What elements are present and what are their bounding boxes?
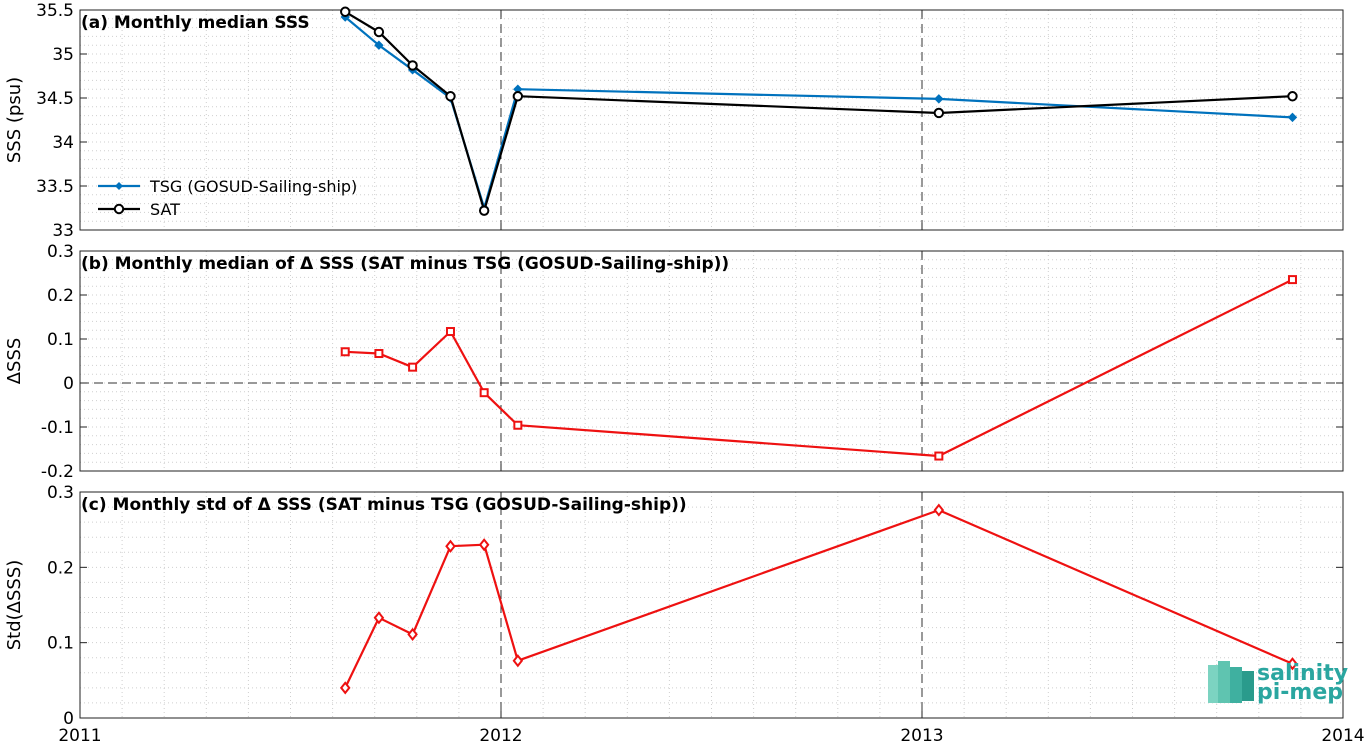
data-point <box>933 107 945 119</box>
y-tick-label: 0.1 <box>47 634 74 654</box>
legend-marker <box>115 182 123 190</box>
data-point <box>512 654 524 668</box>
x-tick-label: 2013 <box>900 726 943 745</box>
logo-wave-icon <box>1208 665 1218 703</box>
y-axis-label: Std(ΔSSS) <box>4 560 25 651</box>
legend-label: TSG (GOSUD-Sailing-ship) <box>149 177 357 196</box>
data-point <box>1287 112 1298 123</box>
series-line <box>345 278 1293 458</box>
y-tick-label: 34 <box>52 133 74 153</box>
logo-wave-icon <box>1242 671 1254 701</box>
data-point <box>478 205 490 216</box>
data-point <box>1287 275 1297 285</box>
series-line <box>344 509 1293 689</box>
y-axis-label: SSS (psu) <box>4 77 25 163</box>
legend-marker <box>113 203 125 215</box>
y-tick-label: -0.2 <box>41 462 74 482</box>
logo-text-salinity: salinity <box>1257 661 1348 686</box>
data-point <box>479 388 489 398</box>
data-point <box>933 503 945 517</box>
y-tick-label: 33.5 <box>36 177 74 197</box>
panel-title: (b) Monthly median of Δ SSS (SAT minus T… <box>81 254 729 274</box>
y-tick-label: 34.5 <box>36 89 74 109</box>
data-point <box>340 347 350 357</box>
data-point <box>934 94 944 104</box>
plot-axes-box <box>79 491 1344 719</box>
data-point <box>408 362 418 372</box>
panel-1: -0.2 -0.1 0 0.1 0.2 0.3 ΔSSS (b) Monthly median… <box>4 242 1344 482</box>
logo-wave-icon <box>1218 661 1230 703</box>
y-tick-label: 0.2 <box>47 286 74 306</box>
series-line <box>344 10 1293 212</box>
plot-background <box>80 10 1343 230</box>
x-tick-label: 2012 <box>479 726 522 745</box>
y-tick-label: 0.2 <box>47 558 74 578</box>
data-point <box>374 349 384 359</box>
data-point <box>478 538 490 552</box>
data-point <box>373 26 385 38</box>
data-point <box>445 91 456 102</box>
panel-0: 33 33.5 34 34.5 35 35.5 SSS (psu) (a) Monthly m… <box>4 1 1344 241</box>
data-point <box>374 40 384 50</box>
data-point <box>1287 91 1298 102</box>
panel-title: (a) Monthly median SSS <box>81 13 310 33</box>
y-tick-label: -0.1 <box>41 418 74 438</box>
data-point <box>407 627 418 641</box>
logo-wave-icon <box>1230 667 1242 703</box>
y-tick-label: 0.3 <box>47 483 74 503</box>
y-tick-label: 0.3 <box>47 242 74 262</box>
y-tick-label: 33 <box>52 221 74 241</box>
data-point <box>513 420 523 430</box>
data-point <box>339 681 351 695</box>
panel-2: 0 0.1 0.2 0.3 2011 2012 2013 2014 Std(ΔSSS) (c) M… <box>4 483 1365 745</box>
data-point <box>373 611 385 625</box>
data-point <box>512 91 524 102</box>
y-tick-label: 0 <box>63 374 74 394</box>
legend-label: SAT <box>150 200 180 219</box>
x-tick-label: 2014 <box>1321 726 1364 745</box>
data-point <box>445 327 455 337</box>
data-point <box>934 451 944 461</box>
plot-axes-box <box>79 250 1344 472</box>
x-tick-label: 2011 <box>58 726 101 745</box>
logo-text-pimep: pi-mep <box>1257 680 1343 705</box>
data-point <box>1287 657 1298 671</box>
panel-title: (c) Monthly std of Δ SSS (SAT minus TSG … <box>81 495 687 515</box>
data-point <box>340 6 351 17</box>
data-point <box>445 539 456 553</box>
y-axis-label: ΔSSS <box>4 338 25 385</box>
data-point <box>407 60 418 71</box>
y-tick-label: 35 <box>52 45 74 65</box>
salinity-pimep-logo: salinity pi-mep <box>1208 661 1348 705</box>
y-tick-label: 35.5 <box>36 1 74 21</box>
y-tick-label: 0 <box>63 709 74 729</box>
y-tick-label: 0.1 <box>47 330 74 350</box>
plot-axes-box <box>79 9 1344 231</box>
